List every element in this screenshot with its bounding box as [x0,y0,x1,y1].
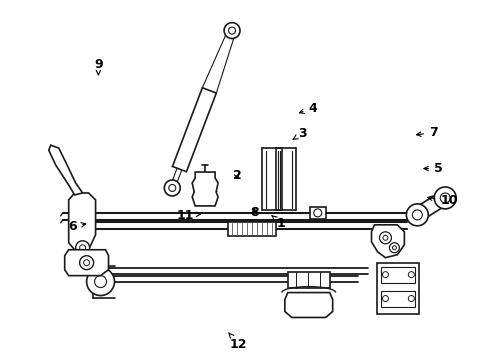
Circle shape [168,184,175,192]
Text: 2: 2 [232,169,241,182]
Circle shape [382,235,387,240]
Bar [381,267,414,283]
Circle shape [433,187,455,209]
Circle shape [379,232,390,244]
Circle shape [407,272,413,278]
Circle shape [80,245,85,251]
Text: 4: 4 [299,102,316,115]
Text: 7: 7 [416,126,437,139]
Circle shape [388,243,399,253]
Bar [381,291,414,306]
Polygon shape [371,225,404,258]
Circle shape [76,241,89,255]
Circle shape [164,180,180,196]
Circle shape [406,204,427,226]
Circle shape [224,23,240,39]
Text: 10: 10 [427,194,457,207]
Bar [309,207,325,219]
Polygon shape [64,250,108,276]
Polygon shape [192,172,218,206]
Polygon shape [49,145,82,195]
Bar [377,263,419,315]
Circle shape [94,276,106,288]
Circle shape [392,246,396,250]
Text: 3: 3 [292,127,306,140]
Text: 6: 6 [69,220,85,233]
Text: 8: 8 [249,206,258,219]
Circle shape [411,210,422,220]
Circle shape [382,296,387,302]
Circle shape [439,193,449,203]
Circle shape [86,268,114,296]
Text: 12: 12 [228,333,246,351]
Text: 1: 1 [271,215,285,230]
Polygon shape [285,293,332,318]
Circle shape [313,209,321,217]
Circle shape [83,260,89,266]
Bar [287,272,329,288]
Text: 11: 11 [176,209,200,222]
Polygon shape [68,193,95,250]
Circle shape [407,296,413,302]
Circle shape [382,272,387,278]
Polygon shape [172,88,216,172]
Bar [227,222,275,236]
Text: 5: 5 [423,162,442,175]
Circle shape [80,256,93,270]
Circle shape [228,27,235,34]
Text: 9: 9 [94,58,102,75]
